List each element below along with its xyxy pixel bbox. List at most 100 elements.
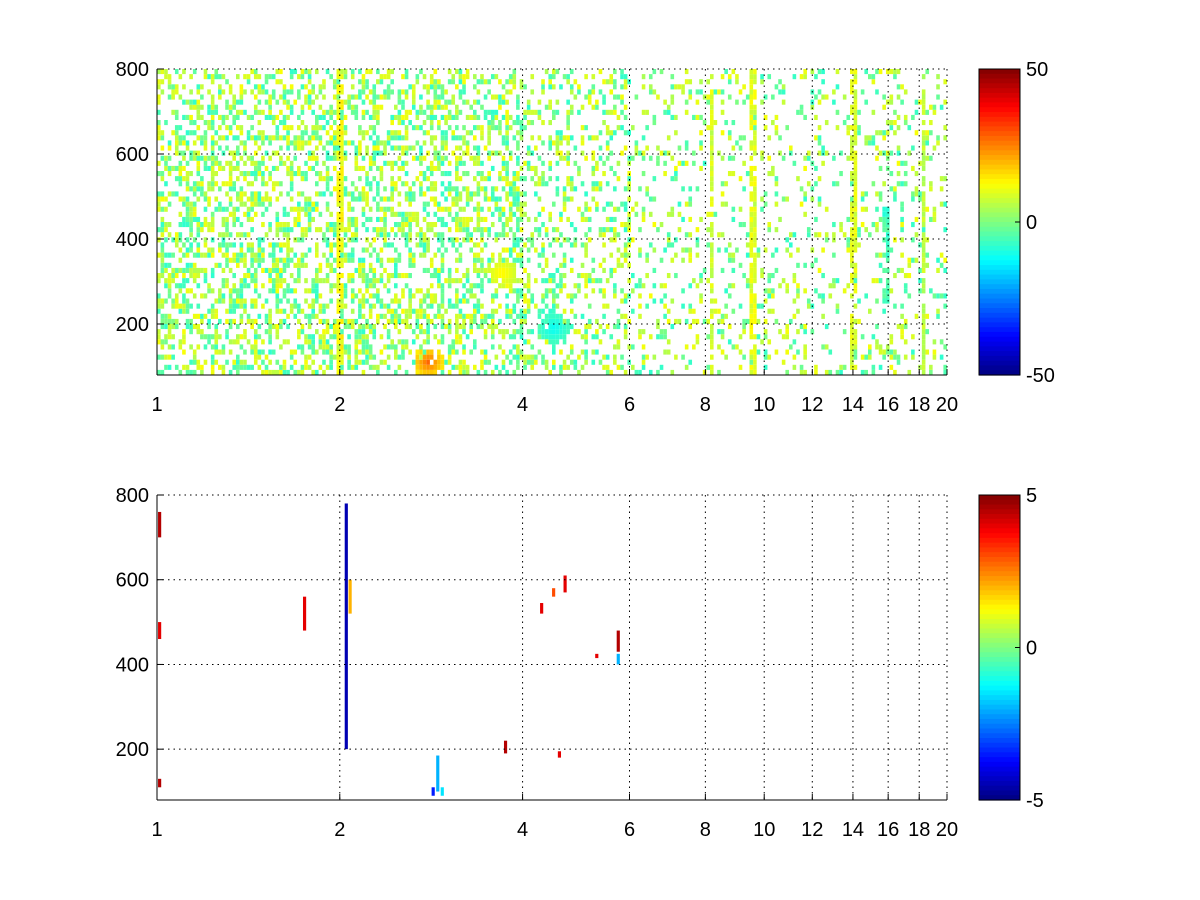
heatmap-cell-3989: [767, 74, 772, 80]
heatmap-cell-1500: [347, 364, 351, 370]
heatmap-cell-2672: [498, 216, 502, 222]
heatmap-cell-755: [253, 278, 258, 284]
heatmap-cell-2320: [451, 278, 456, 284]
heatmap-cell-702: [246, 216, 251, 222]
heatmap-cell-2610: [490, 369, 495, 375]
heatmap-cell-1344: [332, 334, 337, 340]
heatmap-cell-3518: [648, 155, 653, 161]
x-tick-label: 8: [700, 819, 711, 841]
heatmap-cell-887: [271, 283, 276, 289]
heatmap-cell-1751: [376, 140, 380, 146]
heatmap-cell-3981: [767, 288, 772, 294]
heatmap-cell-3631: [684, 79, 689, 85]
heatmap-cell-2131: [426, 150, 430, 156]
heatmap-cell-1286: [325, 349, 330, 355]
heatmap-cell-3129: [562, 186, 567, 192]
heatmap-cell-3594: [674, 273, 678, 279]
colorbar-band: [979, 312, 1020, 319]
heatmap-cell-3714: [710, 252, 714, 258]
heatmap-cell-1048: [293, 369, 298, 375]
heatmap-cell-1537: [350, 222, 355, 228]
heatmap-cell-466: [214, 109, 219, 115]
heatmap-cell-4191: [846, 237, 851, 243]
heatmap-cell-3021: [548, 273, 552, 279]
heatmap-cell-3117: [562, 318, 567, 324]
heatmap-cell-978: [282, 232, 287, 238]
heatmap-cell-4320: [868, 135, 872, 141]
heatmap-cell-4251: [853, 273, 858, 279]
heatmap-cell-1021: [286, 89, 290, 95]
heatmap-cell-1117: [300, 135, 305, 141]
heatmap-cell-2267: [444, 324, 448, 330]
heatmap-cell-3875: [749, 206, 754, 212]
heatmap-cell-2717: [505, 313, 509, 319]
heatmap-cell-2725: [505, 262, 509, 268]
heatmap-cell-2191: [433, 114, 438, 120]
heatmap-cell-1241: [318, 334, 323, 340]
heatmap-cell-4355: [878, 196, 883, 202]
heatmap-cell-1657: [365, 201, 369, 207]
x-tick-label: 10: [753, 819, 775, 841]
heatmap-cell-280: [192, 324, 197, 330]
heatmap-cell-1710: [372, 267, 377, 273]
heatmap-cell-2264: [440, 89, 445, 95]
heatmap-cell-818: [261, 201, 265, 207]
heatmap-cell-1963: [404, 145, 409, 151]
heatmap-cell-4499: [914, 257, 919, 263]
heatmap-cell-1045: [289, 84, 294, 90]
heatmap-cell-3939: [753, 109, 757, 115]
heatmap-cell-952: [279, 227, 283, 233]
heatmap-cell-1284: [322, 79, 326, 85]
heatmap-cell-1242: [318, 318, 323, 324]
heatmap-cell-1134: [304, 262, 308, 268]
heatmap-cell-2500: [473, 125, 477, 131]
heatmap-cell-2073: [419, 104, 423, 110]
heatmap-cell-2755: [508, 283, 513, 289]
heatmap-cell-715: [250, 349, 254, 355]
heatmap-cell-4299: [860, 222, 865, 228]
colorbar-band: [979, 604, 1020, 610]
heatmap-cell-430: [210, 171, 215, 177]
heatmap-cell-782: [257, 313, 262, 319]
heatmap-cell-2299: [447, 267, 452, 273]
heatmap-cell-3050: [552, 293, 556, 299]
heatmap-cell-1418: [336, 79, 341, 85]
heatmap-cell-1185: [311, 344, 315, 350]
heatmap-cell-599: [232, 114, 236, 120]
heatmap-cell-4427: [893, 237, 897, 243]
heatmap-cell-4571: [925, 252, 930, 258]
heatmap-cell-2530: [476, 145, 481, 151]
heatmap-cell-850: [264, 79, 269, 85]
heatmap-cell-4297: [860, 354, 865, 360]
heatmap-cell-1159: [307, 313, 312, 319]
heatmap-cell-2844: [519, 354, 524, 360]
heatmap-cell-4226: [850, 171, 854, 177]
heatmap-cell-4025: [781, 89, 786, 95]
heatmap-cell-1454: [340, 181, 344, 187]
heatmap-cell-2390: [458, 196, 463, 202]
heatmap-cell-2930: [530, 150, 535, 156]
heatmap-cell-4412: [889, 288, 894, 294]
heatmap-cell-3108: [559, 135, 563, 141]
heatmap-cell-3807: [731, 145, 736, 151]
heatmap-cell-1368: [336, 369, 341, 375]
heatmap-cell-2721: [505, 283, 509, 289]
heatmap-cell-1987: [408, 232, 412, 238]
heatmap-cell-2136: [426, 89, 430, 95]
heatmap-cell-2742: [505, 125, 509, 131]
heatmap-cell-1738: [376, 257, 380, 263]
heatmap-cell-3203: [580, 364, 585, 370]
heatmap-cell-108: [167, 155, 172, 161]
heatmap-cell-4377: [882, 135, 886, 141]
heatmap-cell-2022: [415, 364, 420, 370]
heatmap-cell-1881: [394, 181, 398, 187]
heatmap-cell-1502: [347, 354, 351, 360]
heatmap-cell-792: [257, 191, 262, 197]
heatmap-cell-4118: [814, 74, 818, 80]
heatmap-cell-3646: [688, 94, 693, 100]
heatmap-cell-3040: [552, 344, 556, 350]
heatmap-cell-3647: [688, 89, 693, 95]
heatmap-cell-911: [275, 303, 280, 309]
heatmap-cell-2215: [437, 206, 441, 212]
heatmap-cell-723: [250, 262, 254, 268]
